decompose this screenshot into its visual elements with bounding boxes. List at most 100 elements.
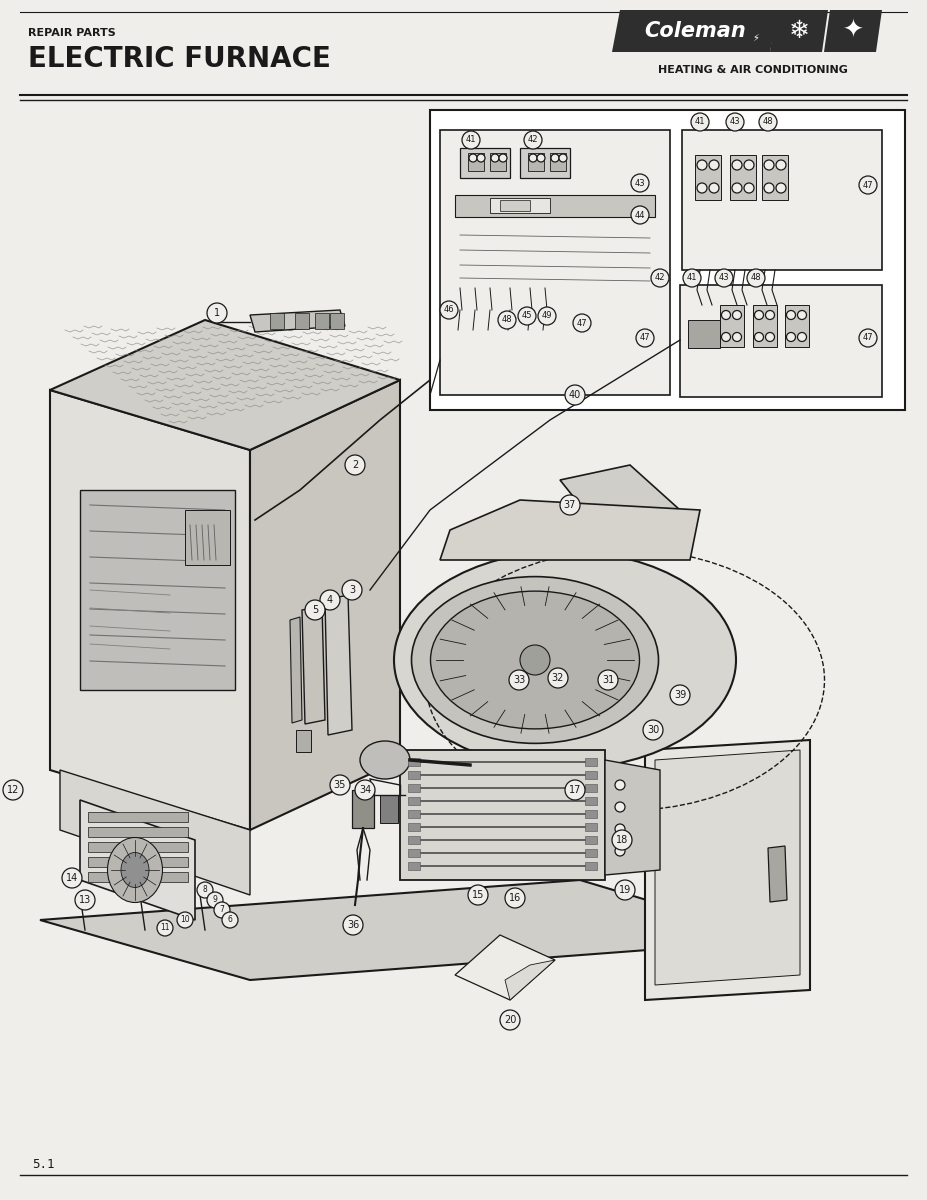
Circle shape bbox=[797, 332, 806, 342]
Polygon shape bbox=[560, 464, 680, 530]
Text: 47: 47 bbox=[640, 334, 651, 342]
Text: 42: 42 bbox=[527, 136, 539, 144]
Circle shape bbox=[709, 160, 719, 170]
Text: 17: 17 bbox=[569, 785, 581, 794]
Bar bbox=[408, 810, 420, 818]
Text: 2: 2 bbox=[352, 460, 358, 470]
Bar bbox=[528, 152, 544, 170]
Text: 45: 45 bbox=[522, 312, 532, 320]
Polygon shape bbox=[645, 740, 810, 1000]
Circle shape bbox=[615, 802, 625, 812]
Circle shape bbox=[747, 269, 765, 287]
Bar bbox=[490, 152, 506, 170]
Circle shape bbox=[468, 886, 488, 905]
Text: 40: 40 bbox=[569, 390, 581, 400]
Ellipse shape bbox=[108, 838, 162, 902]
Polygon shape bbox=[290, 617, 302, 722]
Text: 41: 41 bbox=[694, 118, 705, 126]
Bar bbox=[550, 152, 566, 170]
Bar bbox=[585, 797, 597, 805]
Circle shape bbox=[776, 160, 786, 170]
Bar bbox=[753, 305, 777, 347]
Circle shape bbox=[330, 775, 350, 794]
Circle shape bbox=[560, 494, 580, 515]
Polygon shape bbox=[40, 880, 780, 980]
Circle shape bbox=[636, 329, 654, 347]
Bar bbox=[720, 305, 744, 347]
Text: 44: 44 bbox=[635, 210, 645, 220]
Bar bbox=[400, 750, 605, 880]
Circle shape bbox=[222, 912, 238, 928]
Text: 3400-5841: 3400-5841 bbox=[751, 254, 813, 265]
Text: 14: 14 bbox=[66, 874, 78, 883]
Circle shape bbox=[764, 182, 774, 193]
Circle shape bbox=[551, 154, 559, 162]
Circle shape bbox=[565, 780, 585, 800]
Circle shape bbox=[651, 269, 669, 287]
Circle shape bbox=[207, 302, 227, 323]
Bar bbox=[585, 850, 597, 857]
Text: 5: 5 bbox=[311, 605, 318, 614]
Circle shape bbox=[732, 311, 742, 319]
Bar bbox=[695, 155, 721, 200]
Circle shape bbox=[766, 311, 774, 319]
Circle shape bbox=[62, 868, 82, 888]
Circle shape bbox=[709, 182, 719, 193]
Circle shape bbox=[732, 182, 742, 193]
Text: 1: 1 bbox=[214, 308, 220, 318]
Polygon shape bbox=[768, 846, 787, 902]
Circle shape bbox=[565, 385, 585, 404]
Circle shape bbox=[759, 113, 777, 131]
Bar bbox=[88, 827, 188, 838]
Text: 39: 39 bbox=[674, 690, 686, 700]
Bar bbox=[408, 758, 420, 766]
Polygon shape bbox=[80, 800, 195, 920]
Circle shape bbox=[755, 332, 764, 342]
Circle shape bbox=[529, 154, 537, 162]
Text: 8: 8 bbox=[203, 886, 208, 894]
Circle shape bbox=[305, 600, 325, 620]
Circle shape bbox=[518, 307, 536, 325]
Text: 3: 3 bbox=[349, 584, 355, 595]
Circle shape bbox=[598, 670, 618, 690]
Text: 10: 10 bbox=[180, 916, 190, 924]
Polygon shape bbox=[302, 606, 325, 724]
Text: 12: 12 bbox=[6, 785, 19, 794]
Text: 36: 36 bbox=[347, 920, 359, 930]
Circle shape bbox=[499, 154, 507, 162]
Bar bbox=[440, 130, 670, 395]
Circle shape bbox=[214, 902, 230, 918]
Bar bbox=[585, 862, 597, 870]
Circle shape bbox=[786, 311, 795, 319]
Bar bbox=[430, 110, 905, 410]
Ellipse shape bbox=[121, 852, 149, 888]
Bar bbox=[682, 130, 882, 270]
Circle shape bbox=[859, 329, 877, 347]
Polygon shape bbox=[50, 390, 250, 830]
Text: 43: 43 bbox=[635, 179, 645, 187]
Bar bbox=[585, 810, 597, 818]
Text: 43: 43 bbox=[718, 274, 730, 282]
Text: ❄: ❄ bbox=[789, 19, 809, 43]
Bar bbox=[680, 284, 882, 397]
Bar bbox=[585, 836, 597, 844]
Bar bbox=[185, 510, 230, 565]
Bar bbox=[80, 490, 235, 690]
Text: 33: 33 bbox=[513, 674, 525, 685]
Text: Coleman: Coleman bbox=[644, 20, 746, 41]
Text: 32: 32 bbox=[552, 673, 565, 683]
Polygon shape bbox=[60, 770, 250, 895]
Text: 3400-5871: 3400-5871 bbox=[770, 382, 832, 392]
Circle shape bbox=[744, 160, 754, 170]
Text: 13: 13 bbox=[79, 895, 91, 905]
Circle shape bbox=[320, 590, 340, 610]
Text: 5.1: 5.1 bbox=[32, 1158, 55, 1171]
Text: 34: 34 bbox=[359, 785, 371, 794]
Bar bbox=[408, 784, 420, 792]
Bar bbox=[380, 794, 398, 823]
Ellipse shape bbox=[360, 740, 410, 779]
Circle shape bbox=[197, 882, 213, 898]
Polygon shape bbox=[612, 10, 778, 52]
Circle shape bbox=[177, 912, 193, 928]
Circle shape bbox=[75, 890, 95, 910]
